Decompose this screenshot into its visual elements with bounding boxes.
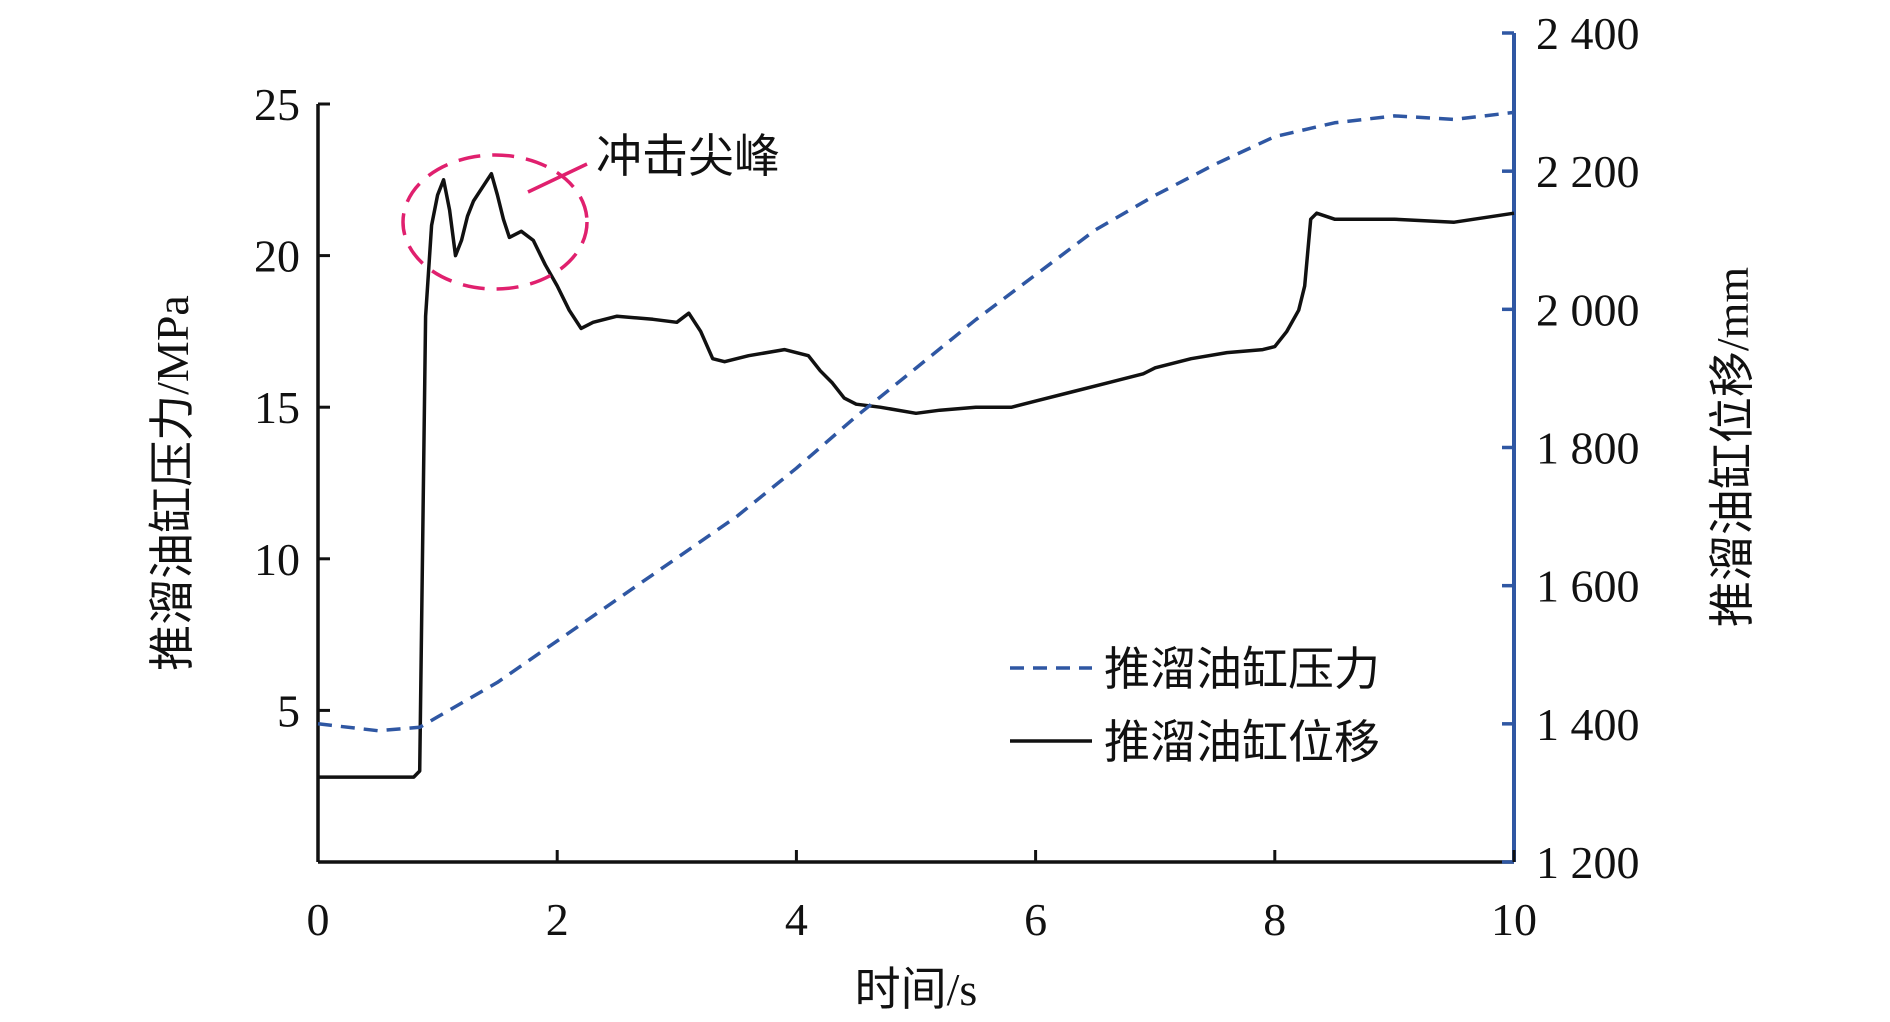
right-y-tick-label: 1 600 (1536, 561, 1640, 612)
x-tick-label: 10 (1491, 894, 1537, 945)
series-line-displacement (318, 171, 1515, 779)
legend: 推溜油缸压力 推溜油缸位移 (1010, 644, 1380, 768)
left-y-tick-label: 15 (254, 382, 300, 433)
x-tick-label: 4 (785, 894, 808, 945)
series-layer (317, 110, 1515, 779)
x-tick-label: 6 (1024, 894, 1047, 945)
left-y-ticks: 5 10 15 20 25 (254, 79, 330, 736)
x-tick-label: 8 (1263, 894, 1286, 945)
x-axis-label: 时间/s (855, 964, 978, 1015)
legend-label-displacement: 推溜油缸位移 (1104, 717, 1380, 768)
right-y-tick-label: 2 000 (1536, 284, 1640, 335)
impact-spike-circle (401, 153, 589, 291)
annotation-label: 冲击尖峰 (596, 131, 780, 182)
left-y-tick-label: 5 (277, 685, 300, 736)
x-tick-label: 0 (307, 894, 330, 945)
left-y-axis-label: 推溜油缸压力/MPa (147, 295, 198, 671)
right-y-ticks: 1 200 1 400 1 600 1 800 2 000 2 200 2 400 (1502, 8, 1640, 888)
left-y-tick-label: 25 (254, 79, 300, 130)
series-line-pressure (317, 110, 1515, 733)
x-ticks: 0 2 4 6 8 10 (307, 850, 1537, 945)
right-y-tick-label: 1 200 (1536, 837, 1640, 888)
right-y-tick-label: 2 200 (1536, 146, 1640, 197)
x-tick-label: 2 (546, 894, 569, 945)
right-y-axis-label: 推溜油缸位移/mm (1707, 267, 1758, 628)
right-y-tick-label: 1 400 (1536, 699, 1640, 750)
right-y-tick-label: 1 800 (1536, 423, 1640, 474)
legend-label-pressure: 推溜油缸压力 (1104, 644, 1380, 695)
annotation-leader-line (527, 162, 588, 194)
right-y-tick-label: 2 400 (1536, 8, 1640, 59)
left-y-tick-label: 10 (254, 534, 300, 585)
left-y-tick-label: 20 (254, 231, 300, 282)
